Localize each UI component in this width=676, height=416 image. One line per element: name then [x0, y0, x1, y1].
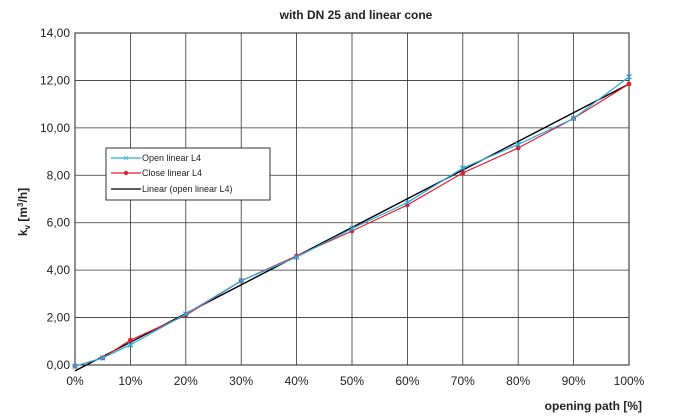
y-tick-label: 14,00: [40, 26, 70, 40]
y-tick-label: 12,00: [40, 73, 70, 87]
data-point: [127, 337, 133, 343]
data-point: [460, 170, 466, 176]
data-point: [515, 141, 522, 148]
x-tick-label: 90%: [562, 374, 586, 388]
x-tick-label: 10%: [118, 374, 142, 388]
legend-box: [105, 147, 271, 201]
x-tick-label: 30%: [229, 374, 253, 388]
y-axis-title-unit: [m: [16, 207, 30, 222]
data-point: [459, 165, 466, 172]
legend-marker-close-icon: [123, 170, 129, 176]
y-tick-label: 4,00: [47, 263, 71, 277]
data-point: [293, 254, 300, 260]
x-axis-title: opening path [%]: [545, 399, 642, 413]
x-tick-label: 50%: [340, 374, 364, 388]
data-point: [72, 363, 78, 370]
legend: × Open linear L4 Close linear L4 Linear …: [105, 147, 271, 201]
series-line-0: [74, 76, 630, 367]
legend-label-open: Open linear L4: [142, 153, 201, 163]
y-tick-label: 8,00: [47, 168, 71, 182]
x-tick-label: 100%: [614, 374, 645, 388]
legend-label-linear: Linear (open linear L4): [142, 184, 233, 194]
legend-item-linear: Linear (open linear L4): [111, 184, 233, 194]
data-point: [626, 81, 632, 87]
data-point: [238, 277, 245, 284]
data-point: [99, 355, 106, 361]
data-point: [570, 115, 577, 122]
grid: [74, 32, 630, 366]
data-point: [515, 145, 521, 151]
y-tick-label: 0,00: [47, 358, 71, 372]
legend-item-open: × Open linear L4: [111, 153, 201, 163]
y-axis-ticks: 0,00 2,00 4,00 6,00 8,00 10,00 12,00 14,00: [40, 26, 70, 372]
y-axis-title-sup: 3: [16, 202, 25, 207]
x-tick-label: 60%: [395, 374, 419, 388]
legend-marker-open-icon: ×: [123, 153, 128, 163]
x-tick-label: 80%: [506, 374, 530, 388]
y-axis-title-main: k: [16, 229, 30, 236]
x-tick-label: 40%: [285, 374, 309, 388]
data-point: [182, 311, 189, 317]
x-tick-label: 70%: [451, 374, 475, 388]
y-axis-title-end: /h]: [16, 188, 30, 203]
x-axis-ticks: 0% 10% 20% 30% 40% 50% 60% 70% 80% 90% 100%: [66, 374, 644, 388]
data-point: [349, 225, 355, 232]
svg-text:kv [m3/h]: kv [m3/h]: [16, 188, 32, 236]
y-tick-label: 6,00: [47, 216, 71, 230]
plot-area: [74, 32, 630, 366]
y-axis-title-sub: v: [23, 224, 32, 229]
series-0: [72, 74, 632, 370]
x-tick-label: 0%: [66, 374, 84, 388]
legend-item-close: Close linear L4: [111, 168, 202, 178]
y-tick-label: 10,00: [40, 121, 70, 135]
data-point: [626, 74, 632, 80]
x-tick-label: 20%: [174, 374, 198, 388]
data-point: [404, 199, 411, 206]
legend-label-close: Close linear L4: [142, 168, 202, 178]
y-tick-label: 2,00: [47, 311, 71, 325]
chart-title: with DN 25 and linear cone: [279, 8, 433, 22]
series-layer: [72, 74, 632, 372]
y-axis-title: kv [m3/h]: [16, 188, 32, 236]
plot-border: [74, 32, 630, 366]
data-point: [127, 341, 134, 348]
